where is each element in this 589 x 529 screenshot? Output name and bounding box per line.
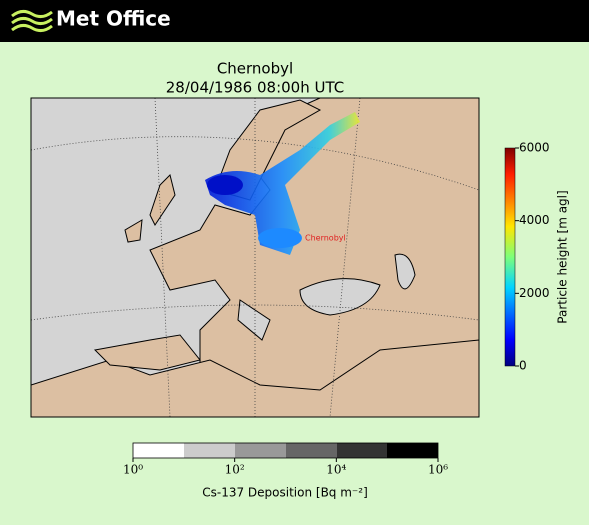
logo-icon [11,9,53,33]
plume [205,112,360,255]
title-line2: 28/04/1986 08:00h UTC [166,79,344,97]
map-frame [30,97,480,418]
header-bar [0,0,589,42]
tick-label: 10² [225,463,245,477]
tick-label: 10⁶ [428,463,448,477]
tick-label: 6000 [519,141,550,155]
site-label: Chernobyl [305,234,346,243]
deposition-ticks: 10⁰ 10² 10⁴ 10⁶ [123,458,448,477]
deposition-colorbar [132,442,439,459]
height-ticks: 0 2000 4000 6000 [515,141,550,373]
tick-label: 4000 [519,213,550,227]
tick-label: 10⁴ [326,463,346,477]
deposition-colorbar-label: Cs-137 Deposition [Bq m⁻²] [202,486,368,500]
tick-label: 2000 [519,286,550,300]
title-line1: Chernobyl [217,60,293,78]
logo-text: Met Office [56,7,171,31]
map: Chernobyl [31,98,479,417]
height-colorbar-label: Particle height [m agl] [556,190,570,323]
tick-label: 10⁰ [123,463,143,477]
tick-label: 0 [519,359,527,373]
height-colorbar [504,147,516,367]
